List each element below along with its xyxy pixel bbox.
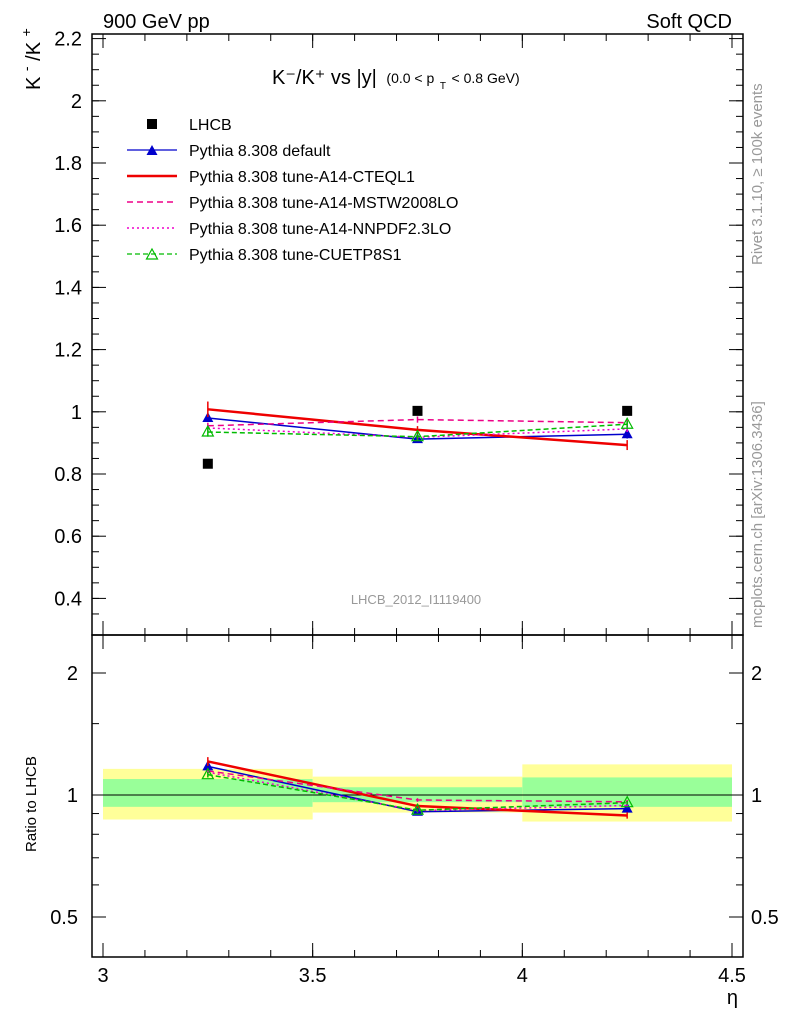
y-tick-label: 2.2 (54, 29, 82, 51)
ylabel-slash: /K (23, 41, 45, 61)
marker-open-triangle (201, 424, 215, 437)
marker-open-triangle (410, 429, 425, 442)
x-tick-label: 3.5 (299, 965, 327, 987)
marker-open-triangle (410, 802, 425, 815)
title-sub-t: T (440, 81, 446, 92)
header-left: 900 GeV pp (103, 11, 210, 33)
legend-label: Pythia 8.308 tune-A14-MSTW2008LO (189, 195, 458, 212)
y-tick-label: 0.8 (54, 464, 82, 486)
ratio-frame (91, 634, 744, 958)
side-text-bottom: mcplots.cern.ch [arXiv:1306.3436] (749, 401, 766, 628)
ratio-tick-label: 1 (67, 785, 78, 807)
y-tick-label: 2 (71, 91, 82, 113)
marker-open-triangle (620, 795, 634, 808)
data-point (622, 405, 633, 416)
y-tick-label: 1.6 (54, 215, 82, 237)
y-tick-label: 1 (71, 402, 82, 424)
watermark: LHCB_2012_I1119400 (351, 592, 481, 607)
ratio-plot-area (201, 757, 634, 819)
ratio-tick-label-right: 1 (751, 785, 762, 807)
data-point (202, 458, 213, 469)
ratio-panel: 0.5 0.5 1 1 2 2 (50, 634, 779, 958)
marker-triangle (146, 145, 158, 155)
ylabel-plus: + (18, 28, 34, 36)
y-axis-label: K - /K + (14, 28, 45, 90)
legend-marker-data (147, 119, 157, 129)
main-panel: 0.4 0.6 0.8 1 1.2 1.4 1.6 1.8 2 2.2 (54, 29, 744, 636)
legend-label: Pythia 8.308 tune-CUETP8S1 (189, 247, 402, 264)
y-tick-label: 1.8 (54, 153, 82, 175)
side-text-top: Rivet 3.1.10, ≥ 100k events (749, 83, 766, 265)
ratio-series-line (207, 771, 628, 812)
y-tick-label: 0.6 (54, 526, 82, 548)
y-tick-label: 0.4 (54, 588, 82, 610)
marker-triangle (621, 428, 633, 439)
legend: Pythia 8.308 default Pythia 8.308 tune-A1… (127, 117, 458, 264)
ratio-tick-label-right: 0.5 (751, 907, 779, 929)
ratio-y-label: Ratio to LHCB (23, 756, 40, 852)
legend-label: Pythia 8.308 tune-A14-CTEQL1 (189, 169, 415, 186)
ratio-tick-label: 0.5 (50, 907, 78, 929)
legend-label: Pythia 8.308 tune-A14-NNPDF2.3LO (189, 221, 451, 238)
ylabel-minus: - (18, 66, 34, 71)
ratio-tick-label: 2 (67, 663, 78, 685)
y-tick-label: 1.2 (54, 340, 82, 362)
x-tick-label: 3 (97, 965, 108, 987)
ratio-y-axis: 0.5 0.5 1 1 2 2 (50, 663, 779, 929)
title-sub-end: < 0.8 GeV) (452, 70, 520, 86)
x-tick-label: 4 (517, 965, 528, 987)
main-y-axis: 0.4 0.6 0.8 1 1.2 1.4 1.6 1.8 2 2.2 (54, 29, 743, 615)
ratio-band-inner (103, 779, 313, 807)
x-axis-label: η (727, 987, 738, 1009)
marker-open-triangle (620, 416, 634, 429)
header-right: Soft QCD (646, 11, 732, 33)
ratio-tick-label-right: 2 (751, 663, 762, 685)
marker-open-triangle (201, 767, 215, 780)
marker-open-triangle (145, 247, 159, 260)
x-tick-label: 4.5 (718, 965, 746, 987)
data-point (412, 405, 423, 416)
marker-triangle (621, 802, 633, 813)
ylabel-k: K (23, 76, 45, 90)
title-sub: (0.0 < p (386, 70, 434, 86)
y-tick-label: 1.4 (54, 277, 82, 299)
plot-title: K⁻/K⁺ vs |y| (0.0 < p T < 0.8 GeV) (272, 66, 520, 94)
x-axis: 3 3.5 4 4.5 (97, 34, 746, 987)
title-main: K⁻/K⁺ vs |y| (272, 67, 377, 89)
main-plot-area (201, 401, 634, 469)
legend-label: Pythia 8.308 default (189, 143, 331, 160)
legend-label-data: LHCB (189, 117, 232, 134)
